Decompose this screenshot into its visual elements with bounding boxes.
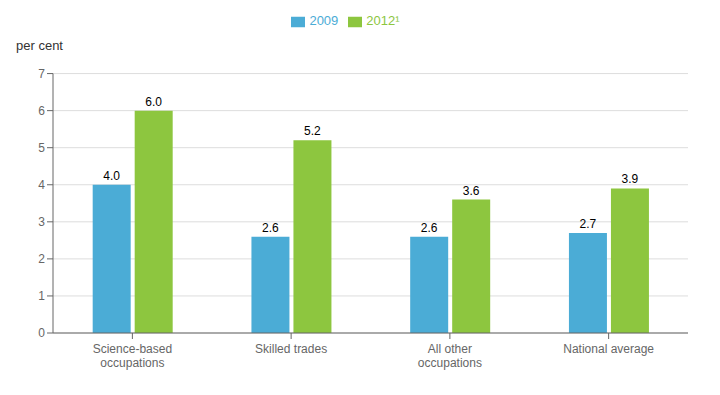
svg-text:3.6: 3.6 — [463, 184, 480, 198]
svg-text:2.6: 2.6 — [262, 221, 279, 235]
svg-text:2.6: 2.6 — [421, 221, 438, 235]
html-text:2012¹: 2012¹ — [366, 13, 400, 28]
svg-text:4: 4 — [38, 178, 45, 192]
svg-text:2: 2 — [38, 252, 45, 266]
svg-text:3: 3 — [38, 215, 45, 229]
svg-text:Skilled trades: Skilled trades — [255, 342, 327, 356]
html-text:2009: 2009 — [309, 13, 339, 28]
svg-text:3.9: 3.9 — [622, 172, 639, 186]
svg-text:2.7: 2.7 — [580, 217, 597, 231]
svg-text:5.2: 5.2 — [304, 124, 321, 138]
svg-text:6: 6 — [38, 104, 45, 118]
svg-text:7: 7 — [38, 67, 45, 81]
svg-text:1: 1 — [38, 289, 45, 303]
svg-text:National average: National average — [563, 342, 654, 356]
svg-text:Science-basedoccupations: Science-basedoccupations — [93, 342, 172, 370]
svg-text:5: 5 — [38, 141, 45, 155]
html-text:per cent: per cent — [16, 38, 63, 53]
svg-text:All otheroccupations: All otheroccupations — [418, 342, 482, 370]
svg-text:6.0: 6.0 — [145, 95, 162, 109]
svg-text:4.0: 4.0 — [103, 169, 120, 183]
svg-text:0: 0 — [38, 326, 45, 340]
